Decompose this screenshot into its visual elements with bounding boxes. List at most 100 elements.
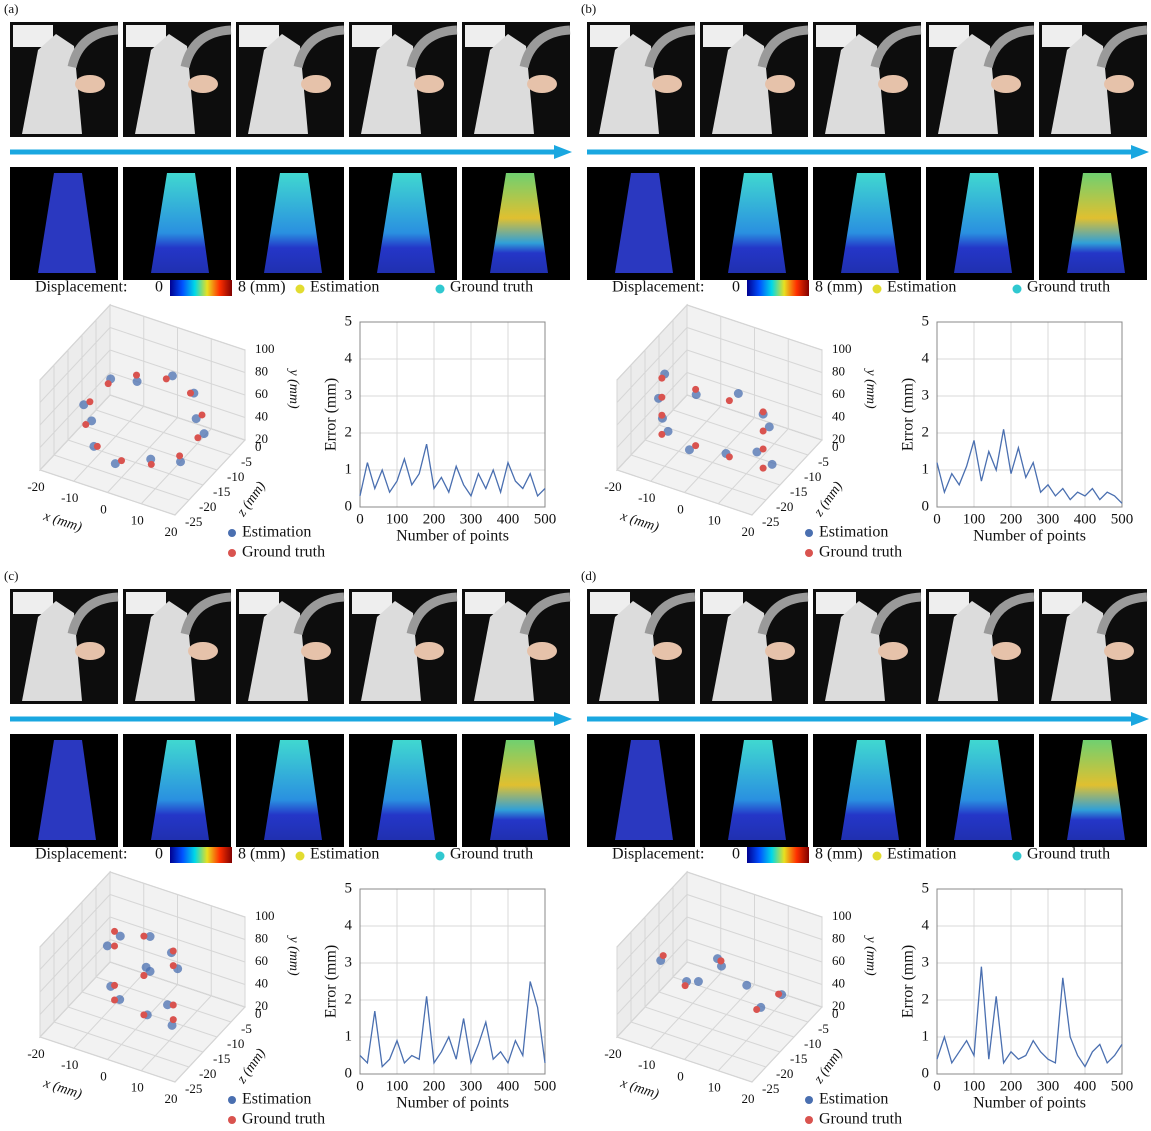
x-tick-label: 0 (356, 1078, 364, 1094)
colorbar-tick-label: 0 (155, 846, 163, 863)
ground-truth-point (194, 434, 201, 441)
colorbar (747, 847, 809, 863)
x-tick-label: 20 (742, 1091, 755, 1106)
z-axis-label: z (mm) (811, 1046, 846, 1087)
y-axis-label: y (mm) (863, 367, 878, 409)
legend-label: Estimation (819, 1091, 888, 1108)
y-tick-label: 100 (255, 908, 275, 923)
x-tick-label: 200 (423, 1078, 446, 1094)
photo-hand (188, 75, 218, 93)
x-axis-label: Number of points (973, 528, 1086, 545)
ground-truth-point (170, 1016, 177, 1023)
colorbar (747, 280, 809, 296)
colorbar-tick-label: 8 (mm) (238, 846, 286, 863)
legend-label: Estimation (887, 846, 956, 863)
ground-truth-point (111, 928, 118, 935)
plot-frame (937, 322, 1122, 507)
x-tick-label: 0 (677, 501, 684, 516)
legend-marker (436, 852, 445, 861)
panel-label: (d) (581, 568, 596, 583)
y-tick-label: 20 (255, 431, 268, 446)
z-axis-label: z (mm) (234, 479, 269, 520)
time-arrow-head (554, 145, 572, 159)
y-tick-label: 80 (832, 363, 845, 378)
x-tick-label: 400 (1074, 1078, 1097, 1094)
legend-label: Ground truth (450, 846, 533, 863)
y-tick-label: 5 (345, 313, 353, 329)
y-tick-label: 1 (922, 1028, 930, 1044)
ground-truth-point (82, 421, 89, 428)
colorbar (170, 847, 232, 863)
error-line (937, 429, 1122, 503)
y-tick-label: 80 (255, 930, 268, 945)
ground-truth-point (753, 1006, 760, 1013)
y-tick-label: 4 (345, 350, 353, 366)
photo-hand (878, 642, 908, 660)
x-tick-label: 10 (708, 513, 721, 528)
y-tick-label: 5 (922, 313, 930, 329)
y-tick-label: 5 (922, 880, 930, 896)
ground-truth-point (199, 411, 206, 418)
legend-marker (436, 285, 445, 294)
y-axis-label: Error (mm) (323, 378, 340, 451)
figure: (a)Displacement:08 (mm)EstimationGround … (0, 0, 1151, 1131)
x-tick-label: 400 (1074, 511, 1097, 527)
photo-hand (765, 642, 795, 660)
ground-truth-point (163, 375, 170, 382)
y-tick-label: 60 (255, 386, 268, 401)
colorbar-tick-label: 8 (mm) (238, 279, 286, 296)
x-tick-label: 100 (963, 1078, 986, 1094)
ground-truth-point (105, 380, 112, 387)
legend-label: Estimation (887, 279, 956, 296)
error-line (937, 967, 1122, 1067)
photo-hand (527, 642, 557, 660)
legend-marker (873, 285, 882, 294)
ground-truth-point (118, 457, 125, 464)
y-tick-label: 2 (345, 424, 353, 440)
z-axis-label: z (mm) (234, 1046, 269, 1087)
x-tick-label: 10 (708, 1080, 721, 1095)
z-tick-label: -10 (804, 469, 821, 484)
z-tick-label: -5 (818, 1021, 829, 1036)
x-tick-label: 200 (423, 511, 446, 527)
ground-truth-point (170, 947, 177, 954)
x-tick-label: 300 (460, 511, 483, 527)
x-tick-label: -10 (61, 490, 78, 505)
x-axis-label: Number of points (396, 528, 509, 545)
z-tick-label: -20 (776, 1066, 793, 1081)
colorbar-tick-label: 0 (732, 846, 740, 863)
colorbar-tick-label: 8 (mm) (815, 846, 863, 863)
y-tick-label: 20 (255, 998, 268, 1013)
photo-hand (991, 642, 1021, 660)
legend-label: Estimation (242, 524, 311, 541)
ground-truth-point (170, 1001, 177, 1008)
photo-hand (991, 75, 1021, 93)
x-tick-label: 300 (460, 1078, 483, 1094)
x-axis-label: x (mm) (41, 509, 84, 536)
y-tick-label: 0 (922, 498, 930, 514)
y-tick-label: 4 (922, 350, 930, 366)
ground-truth-point (176, 452, 183, 459)
panel-label: (a) (4, 1, 18, 16)
y-tick-label: 20 (832, 998, 845, 1013)
ground-truth-point (140, 933, 147, 940)
ground-truth-point (94, 443, 101, 450)
x-tick-label: 0 (677, 1068, 684, 1083)
y-tick-label: 60 (255, 953, 268, 968)
legend-label: Ground truth (819, 1111, 902, 1128)
x-tick-label: 10 (131, 513, 144, 528)
x-tick-label: -20 (27, 479, 44, 494)
legend-label: Ground truth (1027, 846, 1110, 863)
x-tick-label: 100 (386, 511, 409, 527)
y-tick-label: 3 (345, 387, 353, 403)
z-tick-label: -5 (241, 1021, 252, 1036)
y-tick-label: 40 (255, 408, 268, 423)
x-tick-label: -10 (638, 1057, 655, 1072)
x-tick-label: 400 (497, 511, 520, 527)
legend-label: Estimation (819, 524, 888, 541)
colorbar-tick-label: 8 (mm) (815, 279, 863, 296)
photo-hand (414, 642, 444, 660)
legend-marker (1013, 285, 1022, 294)
y-tick-label: 100 (255, 341, 275, 356)
legend-label: Estimation (242, 1091, 311, 1108)
